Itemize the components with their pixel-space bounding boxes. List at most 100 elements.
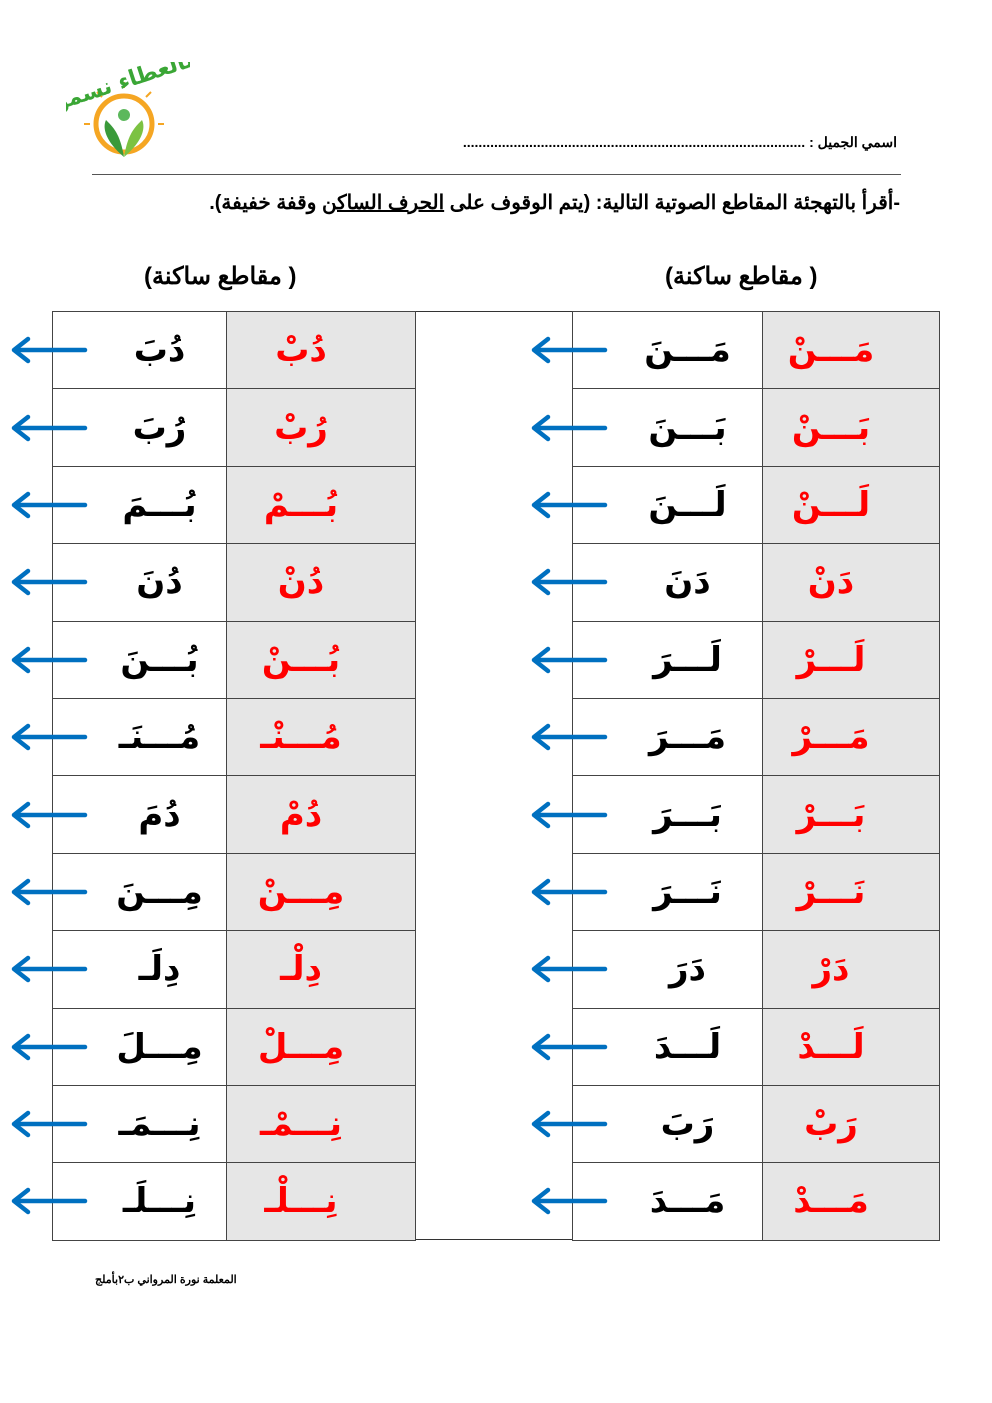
source-syllable: دُنَ xyxy=(136,562,183,603)
source-syllable-cell: بَـــرَ xyxy=(531,775,763,854)
result-syllable-cell: نِـــمْـ xyxy=(226,1084,416,1164)
instruction-part: -أقرأ بالتهجئة المقاطع الصوتية التالية: … xyxy=(444,192,900,214)
result-syllable: بُـــنْ xyxy=(261,639,341,680)
result-syllable: لَـــنْ xyxy=(791,484,871,525)
result-syllable: بَـــرْ xyxy=(796,794,866,835)
source-syllable: رُبَ xyxy=(132,407,187,448)
result-syllable: لَـــرْ xyxy=(796,639,866,680)
table-row: نَـــرَ نَـــرْ xyxy=(531,852,940,932)
source-syllable-cell: دَنَ xyxy=(531,543,763,622)
result-syllable-cell: مَـــدْ xyxy=(762,1162,940,1241)
result-syllable: مِـــنْ xyxy=(257,871,345,912)
instruction-text: -أقرأ بالتهجئة المقاطع الصوتية التالية: … xyxy=(209,190,900,215)
result-syllable-cell: لَـــرْ xyxy=(762,620,940,699)
result-syllable-cell: مُـــنْـ xyxy=(226,697,416,777)
arrow-left-icon xyxy=(11,1033,88,1060)
result-syllable: دَرْ xyxy=(812,949,850,990)
result-syllable: بُـــمْ xyxy=(263,484,339,525)
arrow-left-icon xyxy=(11,414,88,441)
source-syllable-cell: نِـــمَـ xyxy=(11,1084,227,1164)
arrow-left-icon xyxy=(11,1110,88,1138)
result-syllable-cell: دُنْ xyxy=(226,543,416,622)
table-row: بَـــنَ بَـــنْ xyxy=(531,388,940,467)
source-syllable: لَـــدَ xyxy=(653,1026,722,1067)
source-syllable: دُمَ xyxy=(138,794,181,835)
result-syllable-cell: رُبْ xyxy=(226,388,416,467)
result-syllable-cell: دَنْ xyxy=(762,543,940,622)
arrow-left-icon xyxy=(11,491,88,519)
result-syllable: دِلْـ xyxy=(280,949,322,990)
source-syllable-cell: دَرَ xyxy=(531,930,763,1009)
arrow-left-icon xyxy=(11,801,88,828)
source-syllable: دَنَ xyxy=(664,562,711,603)
result-syllable: رَبْ xyxy=(804,1104,858,1145)
result-syllable: مَـــنْ xyxy=(787,330,875,371)
arrow-left-icon xyxy=(11,1188,88,1215)
result-syllable: نِـــلْـ xyxy=(264,1181,338,1222)
arrow-left-icon xyxy=(11,569,88,596)
source-syllable: دُبَ xyxy=(133,330,186,371)
table-row: رَبَ رَبْ xyxy=(531,1084,940,1164)
result-syllable-cell: مَـــنْ xyxy=(762,310,940,390)
table-row: دُنَ دُنْ xyxy=(11,543,416,622)
table-row: مِـــنَ مِـــنْ xyxy=(11,852,416,932)
table-row: دَرَ دَرْ xyxy=(531,930,940,1009)
result-syllable: مَـــرْ xyxy=(792,717,870,758)
table-row: رُبَ رُبْ xyxy=(11,388,416,467)
source-syllable-cell: رَبَ xyxy=(531,1084,763,1164)
header-divider xyxy=(92,174,901,175)
source-syllable-cell: دُنَ xyxy=(11,543,227,622)
arrow-left-icon xyxy=(531,956,608,983)
student-name-field[interactable]: اسمي الجميل : ..........................… xyxy=(463,134,897,151)
result-syllable: نَـــرْ xyxy=(796,871,866,912)
source-syllable-cell: بُـــمَ xyxy=(11,465,227,545)
result-syllable: رُبْ xyxy=(274,407,328,448)
result-syllable: دَنْ xyxy=(807,562,855,603)
table-row: لَـــدَ لَـــدْ xyxy=(531,1007,940,1086)
table-row: مِـــلَ مِـــلْ xyxy=(11,1007,416,1086)
result-syllable-cell: مِـــلْ xyxy=(226,1007,416,1086)
instruction-underlined: الحرف الساكن xyxy=(321,192,445,214)
result-syllable-cell: نَـــرْ xyxy=(762,852,940,932)
source-syllable: بَـــنَ xyxy=(648,407,727,448)
source-syllable-cell: مَـــدَ xyxy=(531,1162,763,1241)
arrow-left-icon xyxy=(531,646,608,673)
source-syllable-cell: نَـــرَ xyxy=(531,852,763,932)
arrow-left-icon xyxy=(531,723,608,751)
result-syllable-cell: بَـــرْ xyxy=(762,775,940,854)
arrow-left-icon xyxy=(11,723,88,751)
result-syllable-cell: نِـــلْـ xyxy=(226,1162,416,1241)
teacher-credit: المعلمة نورة المرواني ب٢بأملج xyxy=(95,1274,237,1286)
arrow-left-icon xyxy=(531,336,608,364)
arrow-left-icon xyxy=(11,878,88,906)
table-row: مُـــنَـ مُـــنْـ xyxy=(11,697,416,777)
result-syllable-cell: رَبْ xyxy=(762,1084,940,1164)
source-syllable-cell: لَـــرَ xyxy=(531,620,763,699)
table-row: نِـــمَـ نِـــمْـ xyxy=(11,1084,416,1164)
source-syllable: دَرَ xyxy=(668,949,707,990)
arrow-left-icon xyxy=(11,646,88,673)
source-syllable-cell: بُـــنَ xyxy=(11,620,227,699)
left-table-heading: ( مقاطع ساكنة) xyxy=(144,263,297,290)
result-syllable: مِـــلْ xyxy=(257,1026,345,1067)
result-syllable-cell: دُبْ xyxy=(226,310,416,390)
result-syllable: مُـــنْـ xyxy=(260,717,342,758)
source-syllable-cell: مِـــنَ xyxy=(11,852,227,932)
svg-text:بالعطاء نسمو: بالعطاء نسمو xyxy=(66,62,190,116)
left-syllable-table: دُبَ دُبْ رُبَ رُبْ بُـــمَ بُـــمْ دُنَ دُنْ بُ… xyxy=(11,310,416,1241)
table-row: دُبَ دُبْ xyxy=(11,310,416,390)
result-syllable: مَـــدْ xyxy=(793,1181,869,1222)
right-table-heading: ( مقاطع ساكنة) xyxy=(665,263,818,290)
source-syllable: مِـــلَ xyxy=(116,1026,203,1067)
table-row: مَـــنَ مَـــنْ xyxy=(531,310,940,390)
result-syllable-cell: دِلْـ xyxy=(226,930,416,1009)
table-row: دَنَ دَنْ xyxy=(531,543,940,622)
source-syllable: مُـــنَـ xyxy=(118,717,201,758)
arrow-left-icon xyxy=(531,1188,608,1215)
arrow-left-icon xyxy=(531,1110,608,1138)
source-syllable-cell: لَـــدَ xyxy=(531,1007,763,1086)
source-syllable-cell: مِـــلَ xyxy=(11,1007,227,1086)
table-row: مَـــرَ مَـــرْ xyxy=(531,697,940,777)
school-logo: بالعطاء نسمو xyxy=(50,48,197,164)
source-syllable-cell: لَـــنَ xyxy=(531,465,763,545)
